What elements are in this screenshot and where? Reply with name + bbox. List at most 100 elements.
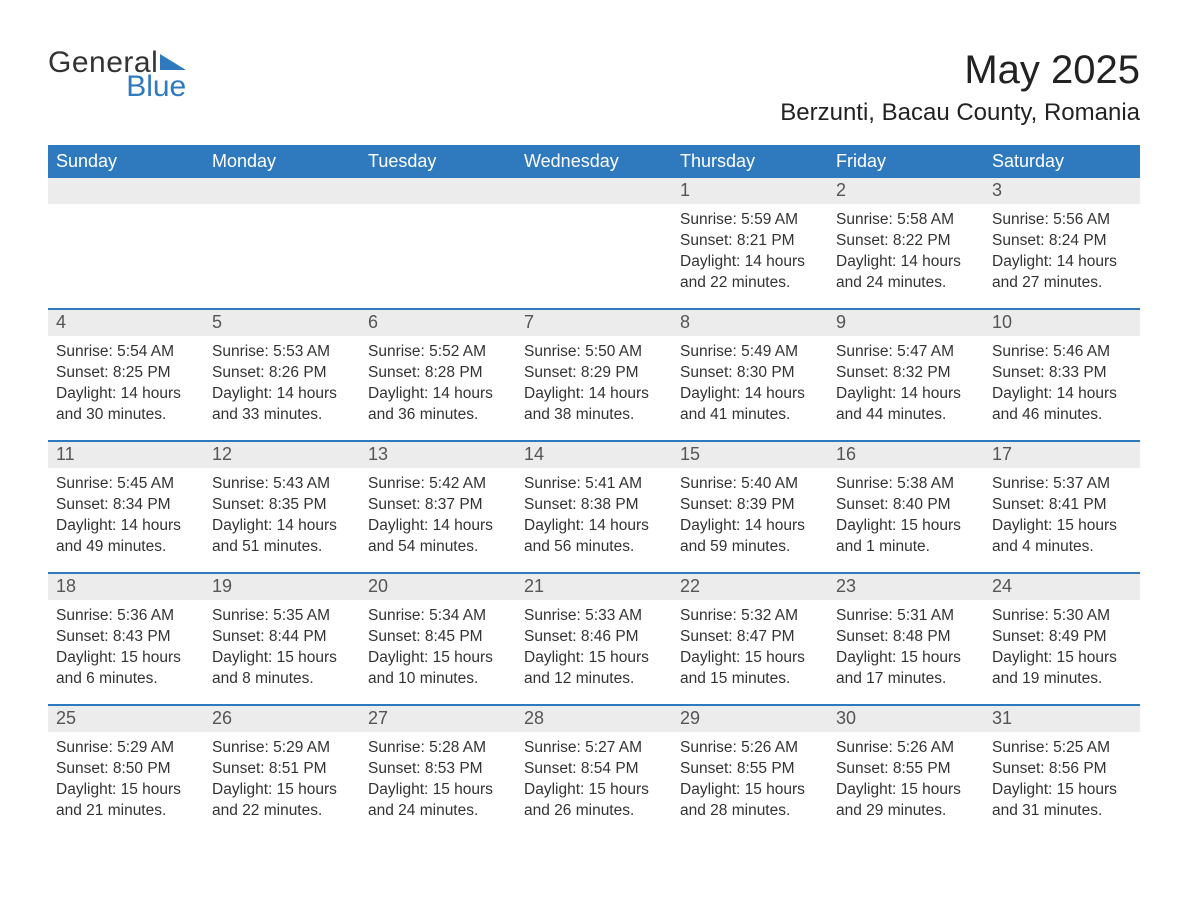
sunrise-text: Sunrise: 5:35 AM [212,606,352,627]
sunset-text: Sunset: 8:34 PM [56,495,196,516]
sunset-text: Sunset: 8:54 PM [524,759,664,780]
daylight-text: Daylight: 14 hours and 51 minutes. [212,516,352,558]
day-cell: 29Sunrise: 5:26 AMSunset: 8:55 PMDayligh… [672,706,828,836]
sunrise-text: Sunrise: 5:40 AM [680,474,820,495]
header-row: General Blue May 2025 Berzunti, Bacau Co… [48,48,1140,137]
title-block: May 2025 Berzunti, Bacau County, Romania [780,48,1140,137]
day-number: 13 [360,442,516,468]
sunset-text: Sunset: 8:30 PM [680,363,820,384]
sunset-text: Sunset: 8:38 PM [524,495,664,516]
sunrise-text: Sunrise: 5:25 AM [992,738,1132,759]
day-number: 14 [516,442,672,468]
day-body: Sunrise: 5:27 AMSunset: 8:54 PMDaylight:… [516,732,672,832]
daylight-text: Daylight: 15 hours and 21 minutes. [56,780,196,822]
sunset-text: Sunset: 8:29 PM [524,363,664,384]
day-cell: 3Sunrise: 5:56 AMSunset: 8:24 PMDaylight… [984,178,1140,308]
sunrise-text: Sunrise: 5:43 AM [212,474,352,495]
daylight-text: Daylight: 15 hours and 1 minute. [836,516,976,558]
day-body: Sunrise: 5:59 AMSunset: 8:21 PMDaylight:… [672,204,828,304]
day-number: 17 [984,442,1140,468]
daylight-text: Daylight: 14 hours and 38 minutes. [524,384,664,426]
daylight-text: Daylight: 14 hours and 22 minutes. [680,252,820,294]
daylight-text: Daylight: 14 hours and 59 minutes. [680,516,820,558]
day-cell: 9Sunrise: 5:47 AMSunset: 8:32 PMDaylight… [828,310,984,440]
day-cell: 22Sunrise: 5:32 AMSunset: 8:47 PMDayligh… [672,574,828,704]
day-cell: 26Sunrise: 5:29 AMSunset: 8:51 PMDayligh… [204,706,360,836]
day-number: 20 [360,574,516,600]
day-number: 11 [48,442,204,468]
day-body: Sunrise: 5:56 AMSunset: 8:24 PMDaylight:… [984,204,1140,304]
day-number: 9 [828,310,984,336]
sunrise-text: Sunrise: 5:54 AM [56,342,196,363]
daylight-text: Daylight: 14 hours and 27 minutes. [992,252,1132,294]
day-body: Sunrise: 5:30 AMSunset: 8:49 PMDaylight:… [984,600,1140,700]
calendar: SundayMondayTuesdayWednesdayThursdayFrid… [48,145,1140,836]
sunset-text: Sunset: 8:41 PM [992,495,1132,516]
daylight-text: Daylight: 15 hours and 26 minutes. [524,780,664,822]
day-number [204,178,360,204]
day-body: Sunrise: 5:26 AMSunset: 8:55 PMDaylight:… [828,732,984,832]
day-cell: 24Sunrise: 5:30 AMSunset: 8:49 PMDayligh… [984,574,1140,704]
sunrise-text: Sunrise: 5:38 AM [836,474,976,495]
sunrise-text: Sunrise: 5:31 AM [836,606,976,627]
sunset-text: Sunset: 8:32 PM [836,363,976,384]
sunset-text: Sunset: 8:26 PM [212,363,352,384]
day-cell: 1Sunrise: 5:59 AMSunset: 8:21 PMDaylight… [672,178,828,308]
day-body: Sunrise: 5:50 AMSunset: 8:29 PMDaylight:… [516,336,672,436]
location-title: Berzunti, Bacau County, Romania [780,99,1140,127]
day-number: 23 [828,574,984,600]
day-cell: 17Sunrise: 5:37 AMSunset: 8:41 PMDayligh… [984,442,1140,572]
day-cell: 6Sunrise: 5:52 AMSunset: 8:28 PMDaylight… [360,310,516,440]
sunrise-text: Sunrise: 5:58 AM [836,210,976,231]
day-cell: 5Sunrise: 5:53 AMSunset: 8:26 PMDaylight… [204,310,360,440]
day-cell [204,178,360,308]
day-body: Sunrise: 5:29 AMSunset: 8:51 PMDaylight:… [204,732,360,832]
day-cell: 14Sunrise: 5:41 AMSunset: 8:38 PMDayligh… [516,442,672,572]
day-body: Sunrise: 5:37 AMSunset: 8:41 PMDaylight:… [984,468,1140,568]
weekday-header-cell: Sunday [48,145,204,178]
sunset-text: Sunset: 8:43 PM [56,627,196,648]
day-cell: 28Sunrise: 5:27 AMSunset: 8:54 PMDayligh… [516,706,672,836]
day-cell: 18Sunrise: 5:36 AMSunset: 8:43 PMDayligh… [48,574,204,704]
day-body: Sunrise: 5:42 AMSunset: 8:37 PMDaylight:… [360,468,516,568]
sunset-text: Sunset: 8:50 PM [56,759,196,780]
day-cell [516,178,672,308]
sunrise-text: Sunrise: 5:29 AM [56,738,196,759]
day-body: Sunrise: 5:28 AMSunset: 8:53 PMDaylight:… [360,732,516,832]
day-cell: 31Sunrise: 5:25 AMSunset: 8:56 PMDayligh… [984,706,1140,836]
sunrise-text: Sunrise: 5:45 AM [56,474,196,495]
day-body: Sunrise: 5:34 AMSunset: 8:45 PMDaylight:… [360,600,516,700]
day-cell: 19Sunrise: 5:35 AMSunset: 8:44 PMDayligh… [204,574,360,704]
day-body: Sunrise: 5:54 AMSunset: 8:25 PMDaylight:… [48,336,204,436]
sunrise-text: Sunrise: 5:27 AM [524,738,664,759]
sunrise-text: Sunrise: 5:34 AM [368,606,508,627]
day-cell [360,178,516,308]
sunrise-text: Sunrise: 5:33 AM [524,606,664,627]
day-body: Sunrise: 5:52 AMSunset: 8:28 PMDaylight:… [360,336,516,436]
week-row: 11 Sunrise: 5:45 AMSunset: 8:34 PM Dayligh… [48,440,1140,572]
day-number: 19 [204,574,360,600]
weekday-header-cell: Wednesday [516,145,672,178]
daylight-text: Daylight: 14 hours and 54 minutes. [368,516,508,558]
daylight-text: Daylight: 14 hours and 44 minutes. [836,384,976,426]
day-number: 18 [48,574,204,600]
day-number: 15 [672,442,828,468]
day-body: Sunrise: 5:26 AMSunset: 8:55 PMDaylight:… [672,732,828,832]
day-number: 8 [672,310,828,336]
sunset-text: Sunset: 8:55 PM [836,759,976,780]
sunrise-text: Sunrise: 5:56 AM [992,210,1132,231]
day-number: 2 [828,178,984,204]
sunset-text: Sunset: 8:37 PM [368,495,508,516]
sunrise-text: Sunrise: 5:36 AM [56,606,196,627]
daylight-text: Daylight: 15 hours and 8 minutes. [212,648,352,690]
sunrise-text: Sunrise: 5:59 AM [680,210,820,231]
sunset-text: Sunset: 8:56 PM [992,759,1132,780]
day-body: Sunrise: 5:31 AMSunset: 8:48 PMDaylight:… [828,600,984,700]
sunset-text: Sunset: 8:22 PM [836,231,976,252]
day-number: 4 [48,310,204,336]
day-body: Sunrise: 5:35 AMSunset: 8:44 PMDaylight:… [204,600,360,700]
day-number: 16 [828,442,984,468]
day-cell: 8Sunrise: 5:49 AMSunset: 8:30 PMDaylight… [672,310,828,440]
daylight-text: Daylight: 14 hours and 33 minutes. [212,384,352,426]
day-cell: 25Sunrise: 5:29 AMSunset: 8:50 PMDayligh… [48,706,204,836]
